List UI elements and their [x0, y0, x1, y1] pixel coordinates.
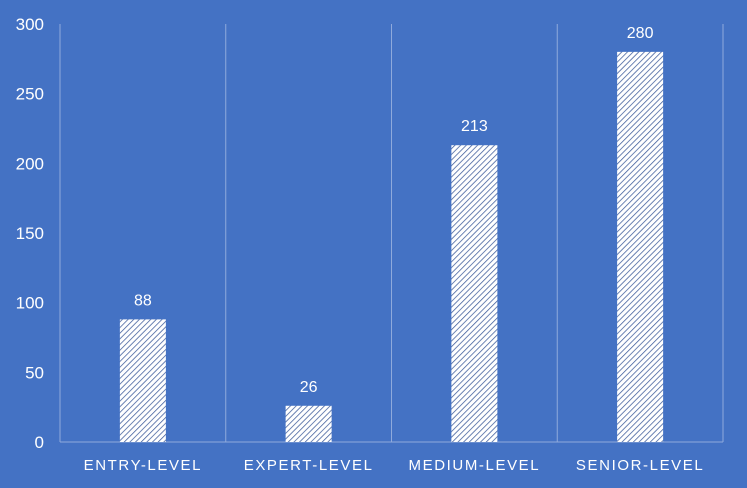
y-tick-label: 300	[16, 15, 44, 34]
y-tick-label: 200	[16, 154, 44, 173]
data-label: 88	[134, 292, 152, 309]
bar	[285, 405, 332, 442]
y-axis-ticks: 0 50 100 150 200 250 300	[16, 15, 44, 452]
y-tick-label: 150	[16, 224, 44, 243]
y-tick-label: 100	[16, 294, 44, 313]
y-tick-label: 0	[35, 433, 44, 452]
data-labels: 88 26 213 280	[134, 25, 654, 396]
gridlines	[59, 24, 724, 443]
data-label: 280	[627, 25, 654, 42]
data-label: 26	[300, 379, 318, 396]
bar	[451, 145, 498, 442]
x-axis-categories: ENTRY-LEVEL EXPERT-LEVEL MEDIUM-LEVEL SENIO…	[84, 457, 704, 474]
bar	[119, 319, 166, 442]
bar	[617, 51, 664, 442]
data-label: 213	[461, 118, 488, 135]
bars	[119, 51, 664, 442]
y-tick-label: 250	[16, 85, 44, 104]
category-label: MEDIUM-LEVEL	[409, 457, 541, 474]
category-label: EXPERT-LEVEL	[244, 457, 374, 474]
category-label: ENTRY-LEVEL	[84, 457, 202, 474]
category-label: SENIOR-LEVEL	[576, 457, 704, 474]
y-tick-label: 50	[25, 363, 44, 382]
